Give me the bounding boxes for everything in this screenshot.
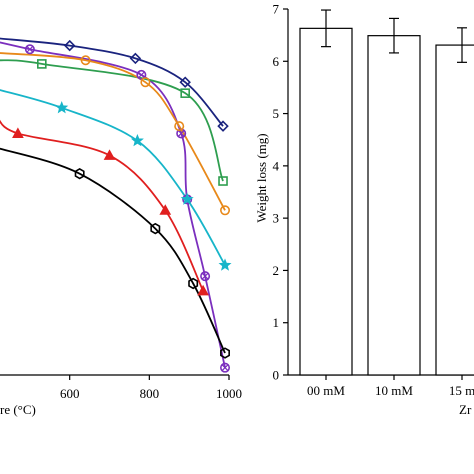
line-chart-marker-circle bbox=[140, 77, 151, 88]
line-chart-marker-circle-x bbox=[136, 69, 147, 80]
line-chart-marker-hexagon bbox=[220, 347, 230, 359]
line-chart-marker-circle bbox=[220, 205, 231, 216]
line-chart-series bbox=[0, 37, 226, 368]
line-chart-marker-star bbox=[130, 133, 144, 147]
line-chart-marker-circle bbox=[174, 121, 185, 132]
line-chart-marker-circle-x bbox=[200, 271, 211, 282]
line-chart-marker-square bbox=[180, 88, 190, 98]
line-chart-series-line bbox=[0, 59, 224, 182]
bar-chart-y-axis-title: Weight loss (mg) bbox=[254, 133, 269, 222]
bar-chart: 0 1 2 3 4 5 6 7 00 mM 10 mM 15 m Weight loss (mg)… bbox=[254, 2, 474, 417]
line-chart-marker-triangle bbox=[197, 284, 209, 296]
line-chart-series-line bbox=[0, 89, 226, 266]
bar-chart-x-tick-label: 10 mM bbox=[375, 383, 413, 398]
bar-chart-y-tick-label: 6 bbox=[273, 54, 280, 69]
line-chart-series-line bbox=[0, 119, 204, 292]
error-bar bbox=[457, 27, 467, 63]
bar bbox=[299, 27, 353, 376]
line-chart-marker-star bbox=[180, 192, 194, 205]
line-chart-series-line bbox=[0, 52, 226, 211]
line-chart-series-line bbox=[0, 147, 226, 354]
bar-chart-y-tick-label: 7 bbox=[273, 2, 280, 17]
line-chart-marker-hexagon bbox=[150, 222, 161, 235]
bar-chart-x-tick-label: 00 mM bbox=[307, 383, 345, 398]
line-chart-x-ticks: 600 800 1000 bbox=[60, 375, 242, 401]
bar-chart-x-axis-title: Zr bbox=[459, 402, 472, 417]
line-chart-marker-square bbox=[218, 176, 228, 186]
line-chart-marker-triangle bbox=[103, 149, 116, 160]
line-chart-x-tick-label: 1000 bbox=[216, 386, 242, 401]
line-chart-series-line bbox=[0, 37, 224, 127]
error-bar bbox=[389, 17, 399, 54]
bar-chart-y-tick-label: 1 bbox=[273, 315, 280, 330]
line-chart-marker-hexagon bbox=[74, 167, 85, 180]
bar-chart-y-tick-label: 3 bbox=[273, 211, 280, 226]
line-chart-x-tick-label: 600 bbox=[60, 386, 80, 401]
line-chart: 600 800 1000 re (°C) bbox=[0, 37, 242, 417]
line-chart-marker-circle bbox=[80, 55, 91, 66]
line-chart-marker-diamond bbox=[63, 39, 76, 52]
line-chart-marker-diamond bbox=[217, 120, 229, 132]
bar-chart-y-tick-label: 5 bbox=[273, 106, 280, 121]
bar bbox=[367, 35, 421, 376]
line-chart-marker-star bbox=[55, 100, 69, 114]
line-chart-marker-triangle bbox=[12, 127, 24, 138]
line-chart-marker-diamond bbox=[129, 52, 142, 65]
line-chart-marker-circle-x bbox=[24, 44, 35, 55]
line-chart-marker-square bbox=[37, 59, 47, 69]
bar-chart-x-ticks: 00 mM 10 mM 15 m bbox=[307, 375, 474, 398]
bar-chart-y-tick-label: 2 bbox=[273, 263, 280, 278]
line-chart-x-axis-title: re (°C) bbox=[0, 402, 36, 417]
bar-chart-bars bbox=[299, 9, 474, 376]
line-chart-marker-circle-x bbox=[220, 362, 231, 373]
error-bar bbox=[321, 9, 331, 48]
bar-chart-y-ticks: 0 1 2 3 4 5 6 7 bbox=[273, 2, 288, 383]
line-chart-marker-star bbox=[218, 258, 232, 271]
line-chart-marker-triangle bbox=[159, 204, 172, 215]
line-chart-marker-diamond bbox=[179, 76, 191, 88]
bar-chart-x-tick-label: 15 m bbox=[449, 383, 474, 398]
bar-chart-y-tick-label: 4 bbox=[273, 158, 280, 173]
bar-chart-y-tick-label: 0 bbox=[273, 368, 280, 383]
line-chart-markers bbox=[12, 39, 232, 373]
line-chart-x-tick-label: 800 bbox=[140, 386, 160, 401]
bar bbox=[435, 44, 474, 376]
line-chart-marker-hexagon bbox=[188, 277, 199, 290]
